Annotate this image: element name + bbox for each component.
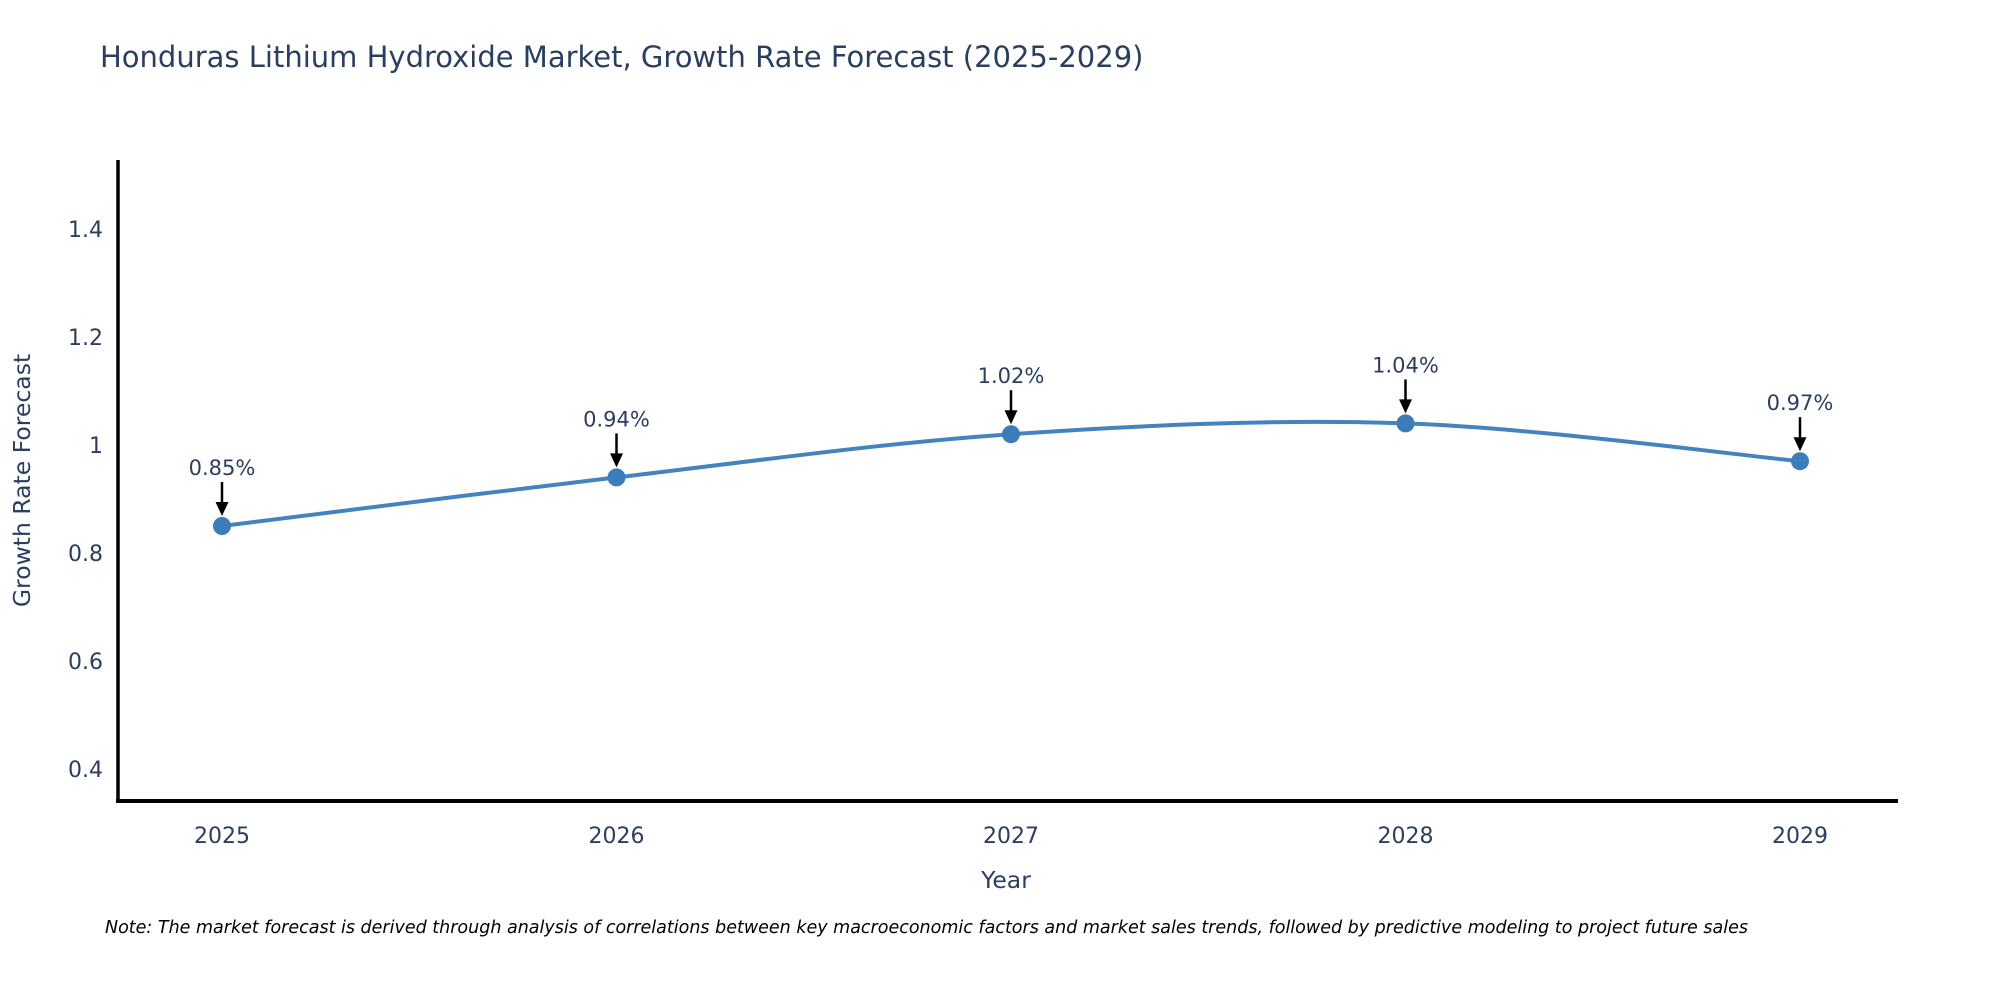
annotation-arrowhead-2025 (215, 502, 229, 516)
data-point-marker-2026 (607, 468, 626, 487)
annotation-arrowhead-2029 (1793, 437, 1807, 452)
y-tick-label-1: 1 (89, 434, 103, 459)
point-label-2029: 0.97% (1767, 391, 1834, 415)
data-point-marker-2025 (213, 517, 231, 535)
x-tick-label-2027: 2027 (983, 824, 1039, 849)
y-tick-label-0.8: 0.8 (68, 542, 103, 567)
data-point-marker-2027 (1002, 425, 1020, 444)
footnote: Note: The market forecast is derived thr… (105, 918, 1748, 938)
point-label-2025: 0.85% (189, 456, 256, 480)
x-tick-label-2028: 2028 (1378, 824, 1434, 849)
x-tick-label-2026: 2026 (589, 824, 645, 849)
y-tick-label-0.4: 0.4 (68, 758, 103, 783)
data-point-marker-2028 (1396, 414, 1415, 433)
y-tick-label-1.4: 1.4 (68, 218, 103, 243)
chart-title: Honduras Lithium Hydroxide Market, Growt… (100, 40, 1144, 74)
x-axis-title: Year (980, 866, 1031, 894)
annotation-arrowhead-2028 (1399, 399, 1412, 414)
x-tick-label-2025: 2025 (194, 824, 250, 849)
y-tick-label-1.2: 1.2 (68, 326, 103, 351)
y-axis-title: Growth Rate Forecast (8, 354, 36, 607)
data-point-marker-2029 (1791, 452, 1809, 471)
point-label-2027: 1.02% (978, 364, 1045, 388)
point-label-2026: 0.94% (583, 407, 650, 431)
annotation-arrowhead-2026 (610, 453, 623, 468)
point-label-2028: 1.04% (1372, 353, 1439, 377)
x-tick-label-2029: 2029 (1772, 824, 1828, 849)
y-tick-label-0.6: 0.6 (68, 650, 103, 675)
annotation-arrowhead-2027 (1004, 410, 1018, 425)
